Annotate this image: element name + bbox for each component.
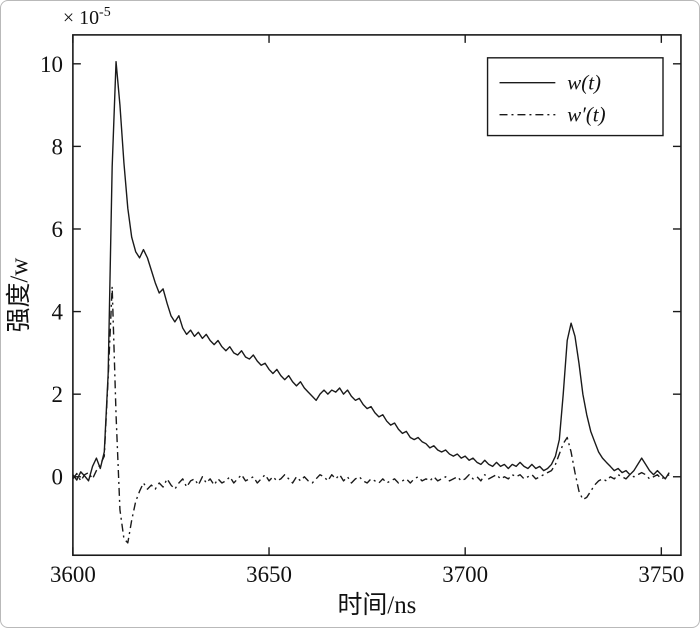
x-ticks: 3600 3650 3700 3750: [50, 34, 684, 587]
y-tick-label: 6: [51, 217, 62, 242]
y-tick-label: 2: [51, 382, 62, 407]
x-tick-label: 3750: [638, 562, 684, 587]
y-ticks: 0 2 4 6 8 10: [40, 52, 681, 490]
legend-label-wprime: w′(t): [567, 103, 605, 127]
legend-label-w: w(t): [567, 71, 601, 95]
x-tick-label: 3600: [50, 562, 96, 587]
x-axis-label: 时间/ns: [337, 591, 416, 619]
y-tick-label: 10: [40, 52, 63, 77]
w-series-line: [72, 61, 670, 482]
y-tick-label: 8: [51, 134, 62, 159]
legend: w(t) w′(t): [486, 57, 664, 137]
y-axis-label: 强度/w: [5, 258, 33, 333]
x-tick-label: 3650: [246, 562, 292, 587]
y-axis-offset-label: × 10-5: [63, 5, 111, 29]
legend-box: [486, 57, 664, 137]
plot-box: [72, 34, 682, 557]
y-tick-label: 4: [51, 300, 63, 325]
wprime-series-line: [72, 286, 670, 544]
x-tick-label: 3700: [442, 562, 488, 587]
y-tick-label: 0: [51, 465, 62, 490]
